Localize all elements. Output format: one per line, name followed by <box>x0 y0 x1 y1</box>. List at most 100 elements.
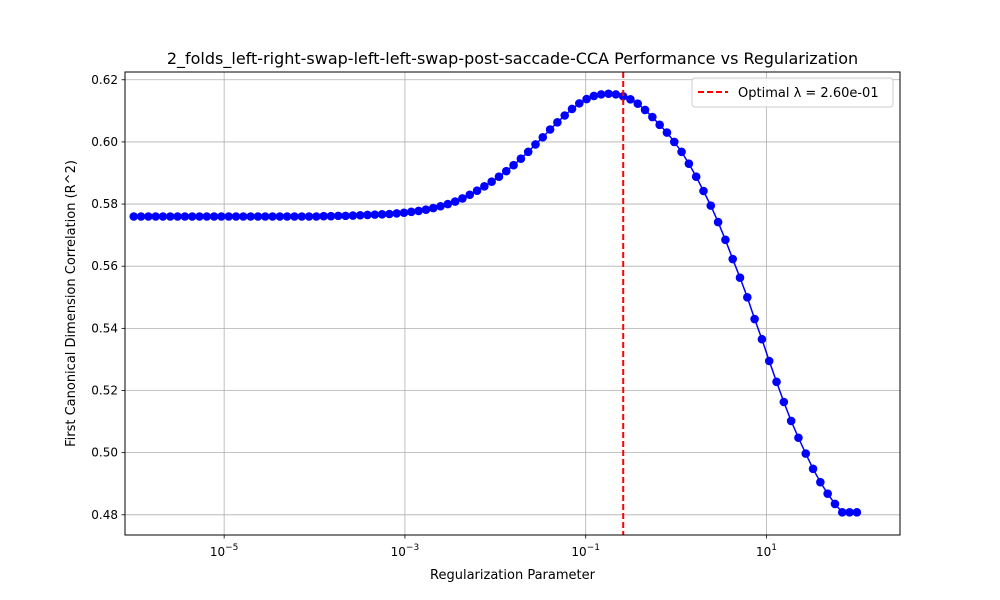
data-point <box>823 489 832 498</box>
data-point <box>611 90 621 99</box>
data-point <box>545 125 555 134</box>
data-point <box>830 499 840 509</box>
x-tick-label: 10−1 <box>571 543 600 559</box>
data-point <box>421 205 431 214</box>
data-point <box>560 111 570 120</box>
data-point <box>392 209 402 218</box>
x-tick-label: 101 <box>756 543 777 559</box>
data-point <box>282 212 292 221</box>
x-tick-label: 10−5 <box>210 543 239 559</box>
data-point <box>428 203 438 213</box>
data-point <box>377 210 387 219</box>
data-point <box>487 177 496 186</box>
data-point <box>808 464 818 474</box>
data-point <box>494 172 504 182</box>
data-point <box>655 120 664 130</box>
data-point <box>721 235 730 245</box>
y-tick-label: 0.48 <box>91 508 118 522</box>
data-point <box>691 172 701 182</box>
data-point <box>816 477 825 487</box>
data-point <box>239 212 248 221</box>
data-point <box>144 212 153 221</box>
data-point <box>772 377 781 387</box>
y-tick-label: 0.58 <box>91 197 118 211</box>
data-point <box>531 140 540 149</box>
data-point <box>268 212 277 221</box>
data-point <box>538 132 548 142</box>
data-point <box>297 212 307 221</box>
data-point <box>684 159 694 168</box>
data-point <box>735 273 745 283</box>
data-point <box>648 112 657 122</box>
legend-label-optimal: Optimal λ = 2.60e-01 <box>738 86 879 101</box>
grid <box>125 72 900 535</box>
data-point <box>333 211 343 221</box>
data-point <box>443 199 453 209</box>
data-point <box>319 211 328 221</box>
data-point <box>837 508 847 517</box>
data-point <box>669 137 679 147</box>
data-point <box>355 210 365 220</box>
data-point <box>217 212 226 221</box>
data-point <box>516 154 526 163</box>
data-point <box>202 212 212 221</box>
plot-area <box>124 71 901 536</box>
data-point <box>465 190 475 200</box>
data-point <box>253 212 263 221</box>
data-point <box>582 94 591 104</box>
data-point <box>341 211 350 221</box>
data-point <box>713 217 723 227</box>
data-point <box>224 212 234 221</box>
data-point <box>363 210 372 220</box>
data-point <box>575 99 584 108</box>
data-point <box>180 212 190 221</box>
legend-box <box>691 77 894 108</box>
data-point <box>662 128 672 137</box>
series-layer <box>129 89 862 517</box>
data-point <box>399 208 409 218</box>
y-tick-label: 0.50 <box>91 446 118 460</box>
data-point <box>158 212 168 221</box>
data-point <box>764 356 774 366</box>
data-point <box>779 397 789 407</box>
x-tick-exponent: −1 <box>587 543 600 553</box>
x-tick-base: 10 <box>391 545 406 559</box>
data-point <box>246 212 255 221</box>
data-point <box>151 212 160 221</box>
data-point <box>845 508 854 517</box>
data-point <box>370 210 380 219</box>
data-point <box>699 186 708 196</box>
data-point <box>786 416 796 426</box>
data-point <box>523 147 533 157</box>
x-tick-base: 10 <box>210 545 225 559</box>
data-point <box>596 90 606 99</box>
data-point <box>173 212 182 221</box>
data-point <box>231 212 241 221</box>
plot-frame <box>124 71 901 536</box>
data-point <box>326 211 336 221</box>
y-axis-title: First Canonical Dimension Correlation (R… <box>64 160 79 447</box>
x-axis: 10−5 10−3 10−1 101 <box>210 535 777 559</box>
x-tick-exponent: −3 <box>406 543 419 553</box>
data-point <box>450 197 460 206</box>
plot-background <box>125 72 900 535</box>
x-tick-label: 10−3 <box>391 543 420 559</box>
data-point <box>407 207 416 217</box>
y-tick-label: 0.62 <box>91 73 118 87</box>
data-point <box>275 212 285 221</box>
data-point <box>260 212 270 221</box>
data-point <box>801 449 811 458</box>
data-point <box>728 254 737 264</box>
legend: Optimal λ = 2.60e-01 <box>691 77 894 108</box>
y-tick-label: 0.60 <box>91 135 118 149</box>
data-point <box>633 99 643 108</box>
data-point <box>195 212 204 221</box>
x-tick-exponent: 1 <box>771 543 777 553</box>
data-point <box>414 206 423 216</box>
data-point <box>480 182 489 191</box>
data-point <box>436 201 445 211</box>
data-point <box>472 186 482 195</box>
data-point <box>458 194 467 203</box>
data-point <box>757 334 767 344</box>
